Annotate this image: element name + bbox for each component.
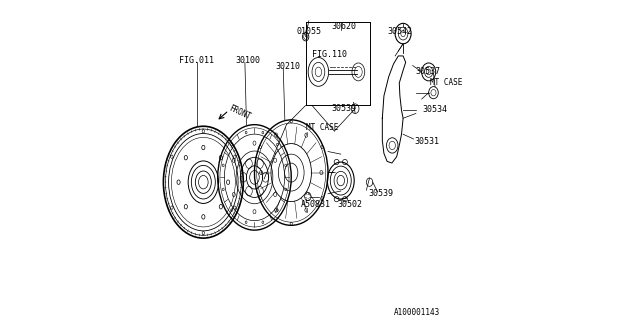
Text: 30542: 30542 bbox=[387, 27, 412, 36]
Text: FIG.110: FIG.110 bbox=[312, 50, 347, 59]
Text: 30100: 30100 bbox=[236, 56, 260, 65]
Text: 30531: 30531 bbox=[414, 137, 439, 147]
Text: 30537: 30537 bbox=[416, 67, 441, 76]
Text: FRONT: FRONT bbox=[227, 104, 252, 122]
Text: MT CASE: MT CASE bbox=[430, 78, 463, 87]
Text: A50831: A50831 bbox=[301, 200, 331, 209]
Text: MT CASE: MT CASE bbox=[306, 123, 338, 132]
Text: 01055: 01055 bbox=[296, 27, 321, 36]
Text: 30534: 30534 bbox=[422, 106, 447, 115]
Text: 30210: 30210 bbox=[275, 62, 300, 71]
Text: A100001143: A100001143 bbox=[394, 308, 440, 317]
Text: 30539: 30539 bbox=[331, 104, 356, 113]
Text: 30620: 30620 bbox=[331, 22, 356, 31]
Text: FIG.011: FIG.011 bbox=[179, 56, 214, 65]
Text: 30539: 30539 bbox=[368, 188, 393, 197]
Text: 30502: 30502 bbox=[337, 200, 363, 209]
